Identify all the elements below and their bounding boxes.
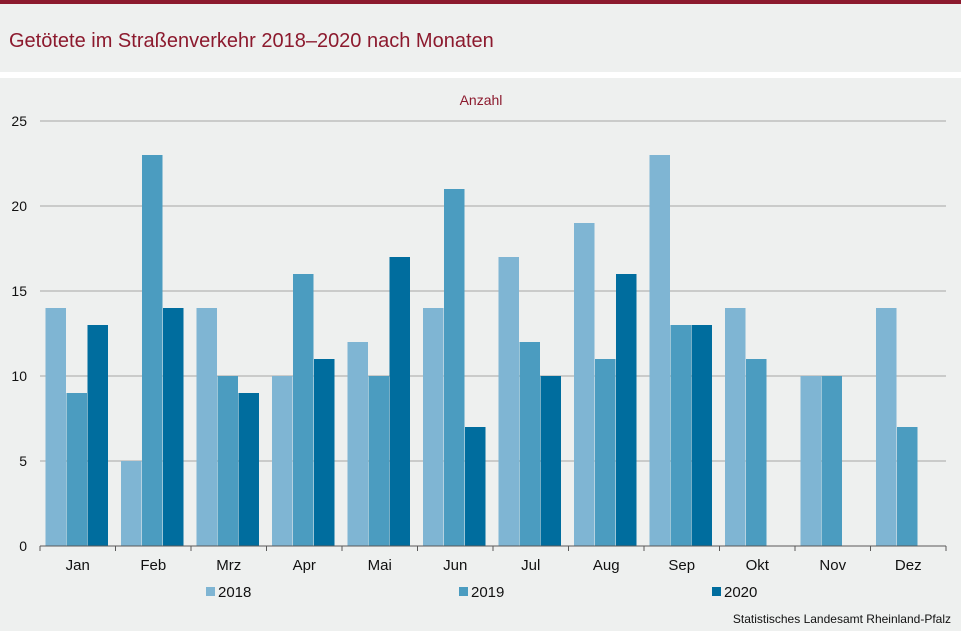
bar-2020-Mai xyxy=(389,257,410,546)
bar-2019-Aug xyxy=(595,359,616,546)
bar-2018-Mrz xyxy=(196,308,217,546)
grid-lines xyxy=(40,120,946,462)
legend-label-2018: 2018 xyxy=(218,584,251,601)
y-tick-label: 0 xyxy=(19,538,27,554)
bar-2020-Aug xyxy=(616,274,637,546)
x-tick-label: Feb xyxy=(140,557,166,574)
legend-swatch-2018 xyxy=(206,587,215,596)
bar-2019-Feb xyxy=(142,155,163,546)
bar-chart: Anzahl 0 5 10 15 20 25 Jan Feb Mrz Apr Mai Jun Jul A… xyxy=(11,92,947,601)
bar-2020-Mrz xyxy=(238,393,259,546)
legend-swatch-2020 xyxy=(712,587,721,596)
y-tick-label: 5 xyxy=(19,453,27,469)
x-tick-label: Jan xyxy=(66,557,90,574)
bars xyxy=(45,155,918,546)
bar-2020-Feb xyxy=(163,308,184,546)
bar-2019-Sep xyxy=(670,325,691,546)
x-tick-label: Nov xyxy=(819,557,846,574)
source-note: Statistisches Landesamt Rheinland-Pfalz xyxy=(732,612,951,626)
legend: 2018 2019 2020 xyxy=(206,584,757,601)
y-tick-label: 25 xyxy=(11,113,27,129)
bar-2020-Jun xyxy=(465,427,486,546)
x-tick-label: Dez xyxy=(895,557,922,574)
band-separator xyxy=(0,72,961,78)
bar-2018-Jul xyxy=(498,257,519,546)
title-band: Getötete im Straßenverkehr 2018–2020 nac… xyxy=(0,4,961,72)
bar-2018-Feb xyxy=(121,461,142,546)
bar-2018-Mai xyxy=(347,342,368,546)
top-accent-rule xyxy=(0,0,961,4)
bar-2018-Dez xyxy=(876,308,897,546)
bar-2019-Nov xyxy=(821,376,842,546)
x-tick-label: Mrz xyxy=(216,557,241,574)
bar-2018-Okt xyxy=(725,308,746,546)
bar-2019-Jun xyxy=(444,189,465,546)
bar-2019-Apr xyxy=(293,274,314,546)
chart-title: Getötete im Straßenverkehr 2018–2020 nac… xyxy=(9,30,494,52)
x-tick-label: Jul xyxy=(521,557,540,574)
bar-2019-Mrz xyxy=(217,376,238,546)
y-tick-label: 10 xyxy=(11,368,27,384)
bar-2020-Sep xyxy=(691,325,712,546)
x-tick-label: Aug xyxy=(593,557,620,574)
x-tick-label: Okt xyxy=(746,557,770,574)
bar-2019-Dez xyxy=(897,427,918,546)
y-axis-label: Anzahl xyxy=(460,92,503,108)
bar-2019-Mai xyxy=(368,376,389,546)
legend-label-2020: 2020 xyxy=(724,584,757,601)
bar-2018-Jun xyxy=(423,308,444,546)
x-tick-label: Jun xyxy=(443,557,467,574)
x-tick-label: Apr xyxy=(293,557,316,574)
bar-2018-Sep xyxy=(649,155,670,546)
bar-2018-Apr xyxy=(272,376,293,546)
bar-2020-Jan xyxy=(87,325,108,546)
x-tick-label: Sep xyxy=(668,557,695,574)
y-tick-labels: 0 5 10 15 20 25 xyxy=(11,113,27,554)
x-tick-labels: Jan Feb Mrz Apr Mai Jun Jul Aug Sep Okt Nov Dez xyxy=(66,557,922,574)
legend-label-2019: 2019 xyxy=(471,584,504,601)
bar-2018-Aug xyxy=(574,223,595,546)
y-tick-label: 15 xyxy=(11,283,27,299)
bar-2019-Okt xyxy=(746,359,767,546)
y-tick-label: 20 xyxy=(11,198,27,214)
bar-2018-Nov xyxy=(800,376,821,546)
legend-swatch-2019 xyxy=(459,587,468,596)
x-tick-label: Mai xyxy=(368,557,392,574)
bar-2019-Jul xyxy=(519,342,540,546)
bar-2020-Apr xyxy=(314,359,335,546)
bar-2018-Jan xyxy=(45,308,66,546)
x-axis xyxy=(39,545,947,551)
bar-2020-Jul xyxy=(540,376,561,546)
bar-2019-Jan xyxy=(66,393,87,546)
